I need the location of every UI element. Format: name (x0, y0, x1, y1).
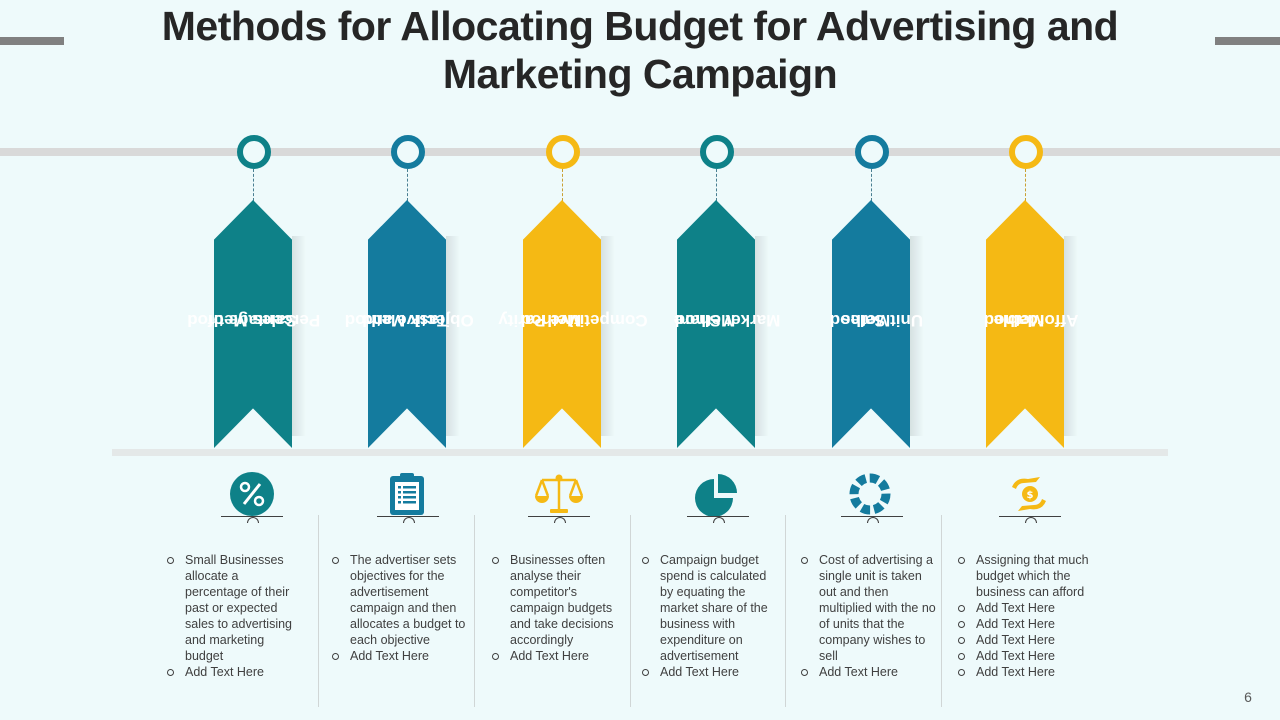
column-divider (630, 515, 631, 707)
hanger-ring (237, 135, 271, 169)
ribbon-label: Affordable Method (983, 311, 1079, 330)
list-item: The advertiser sets objectives for the a… (332, 552, 467, 648)
ribbon-affordable (986, 200, 1064, 448)
slide-title: Methods for Allocating Budget for Advert… (161, 3, 1119, 97)
column-divider (785, 515, 786, 707)
hanger-ring (1009, 135, 1043, 169)
ribbon-market-share (677, 200, 755, 448)
ribbon-percentage-of-sales (214, 200, 292, 448)
list-item: Add Text Here (958, 600, 1098, 616)
icon-underline (687, 516, 749, 517)
hanger-ring (391, 135, 425, 169)
ring-chart-icon (846, 470, 894, 518)
column-divider (941, 515, 942, 707)
list-item: Add Text Here (958, 616, 1098, 632)
hanger-string (562, 169, 563, 201)
ribbon-baseline (112, 449, 1168, 456)
method-description-list: Small Businesses allocate a percentage o… (167, 552, 302, 680)
ribbon-shadow (1064, 236, 1078, 436)
pie-chart-icon (692, 470, 740, 518)
list-item: Add Text Here (958, 648, 1098, 664)
icon-underline (221, 516, 283, 517)
hanger-string (407, 169, 408, 201)
ribbon-label: Market Share Method (673, 311, 781, 330)
list-item: Add Text Here (332, 648, 467, 664)
hanger-string (253, 169, 254, 201)
hanger-string (871, 169, 872, 201)
ribbon-competitive-parity (523, 200, 601, 448)
ribbon-shadow (446, 236, 460, 436)
list-item: Add Text Here (801, 664, 937, 680)
title-decoration-right (1215, 37, 1280, 45)
list-item: Cost of advertising a single unit is tak… (801, 552, 937, 664)
balance-scale-icon (533, 470, 585, 518)
icon-underline (528, 516, 590, 517)
list-item: Add Text Here (642, 664, 778, 680)
ribbon-label: Unit Sales Method (829, 311, 924, 330)
hanging-rail (0, 148, 1280, 156)
ribbon-shadow (910, 236, 924, 436)
ribbon-shadow (755, 236, 769, 436)
hanger-ring (546, 135, 580, 169)
ribbon-shadow (601, 236, 615, 436)
method-description-list: Cost of advertising a single unit is tak… (801, 552, 937, 680)
list-item: Assigning that much budget which the bus… (958, 552, 1098, 600)
list-item: Small Businesses allocate a percentage o… (167, 552, 302, 664)
method-description-list: The advertiser sets objectives for the a… (332, 552, 467, 664)
money-hand-icon: $ (1005, 470, 1053, 518)
list-item: Businesses often analyse their competito… (492, 552, 620, 648)
icon-underline (999, 516, 1061, 517)
hanger-string (1025, 169, 1026, 201)
ribbon-shadow (292, 236, 306, 436)
column-divider (318, 515, 319, 707)
ribbon-objective-and-task (368, 200, 446, 448)
list-item: Add Text Here (958, 664, 1098, 680)
icon-underline (841, 516, 903, 517)
method-description-list: Businesses often analyse their competito… (492, 552, 620, 664)
hanger-ring (855, 135, 889, 169)
page-number: 6 (1244, 689, 1252, 705)
hanger-string (716, 169, 717, 201)
method-description-list: Campaign budget spend is calculated by e… (642, 552, 778, 680)
list-item: Add Text Here (958, 632, 1098, 648)
hanger-ring (700, 135, 734, 169)
list-item: Campaign budget spend is calculated by e… (642, 552, 778, 664)
ribbon-label: Competitive Parity Method (498, 311, 648, 330)
list-item: Add Text Here (167, 664, 302, 680)
percent-icon (228, 470, 276, 518)
clipboard-icon (383, 470, 431, 518)
column-divider (474, 515, 475, 707)
method-description-list: Assigning that much budget which the bus… (958, 552, 1098, 680)
ribbon-label: Objective and Task Method (344, 311, 474, 330)
icon-underline (377, 516, 439, 517)
svg-text:$: $ (1027, 490, 1034, 501)
ribbon-unit-sales (832, 200, 910, 448)
title-decoration-left (0, 37, 64, 45)
list-item: Add Text Here (492, 648, 620, 664)
ribbon-label: Percentage of Sales Method (187, 311, 321, 330)
